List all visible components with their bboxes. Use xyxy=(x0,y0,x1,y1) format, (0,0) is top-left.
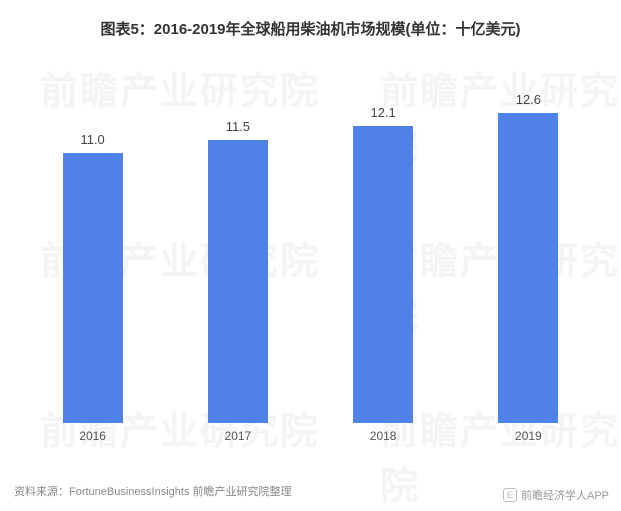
chart-container: 前瞻产业研究院 前瞻产业研究院 前瞻产业研究院 前瞻产业研究院 前瞻产业研究院 … xyxy=(0,0,621,511)
brand-icon: E xyxy=(503,488,517,502)
bar xyxy=(353,126,413,423)
bar-slot: 12.1 xyxy=(311,79,456,423)
bar-value-label: 12.1 xyxy=(370,105,395,120)
x-tick-label: 2018 xyxy=(311,429,456,443)
x-axis: 2016201720182019 xyxy=(10,423,611,449)
bar xyxy=(208,140,268,423)
footer-brand-text: 前瞻经济学人APP xyxy=(521,487,609,503)
bar-value-label: 11.0 xyxy=(80,132,104,147)
footer-brand: E 前瞻经济学人APP xyxy=(503,487,609,503)
x-tick-label: 2019 xyxy=(456,429,601,443)
bar xyxy=(498,113,558,423)
bar-slot: 11.5 xyxy=(165,79,310,423)
bar-value-label: 11.5 xyxy=(226,119,250,134)
chart-area: 11.0 11.5 12.1 12.6 2016201720182019 xyxy=(10,79,611,449)
x-tick-label: 2016 xyxy=(20,429,165,443)
chart-title: 图表5：2016-2019年全球船用柴油机市场规模(单位：十亿美元) xyxy=(10,18,611,39)
bar-slot: 11.0 xyxy=(20,79,165,423)
bars-group: 11.0 11.5 12.1 12.6 xyxy=(10,79,611,423)
source-text: 资料来源：FortuneBusinessInsights 前瞻产业研究院整理 xyxy=(14,483,292,499)
bar-slot: 12.6 xyxy=(456,79,601,423)
x-tick-label: 2017 xyxy=(165,429,310,443)
bar xyxy=(63,153,123,423)
bar-value-label: 12.6 xyxy=(516,92,541,107)
